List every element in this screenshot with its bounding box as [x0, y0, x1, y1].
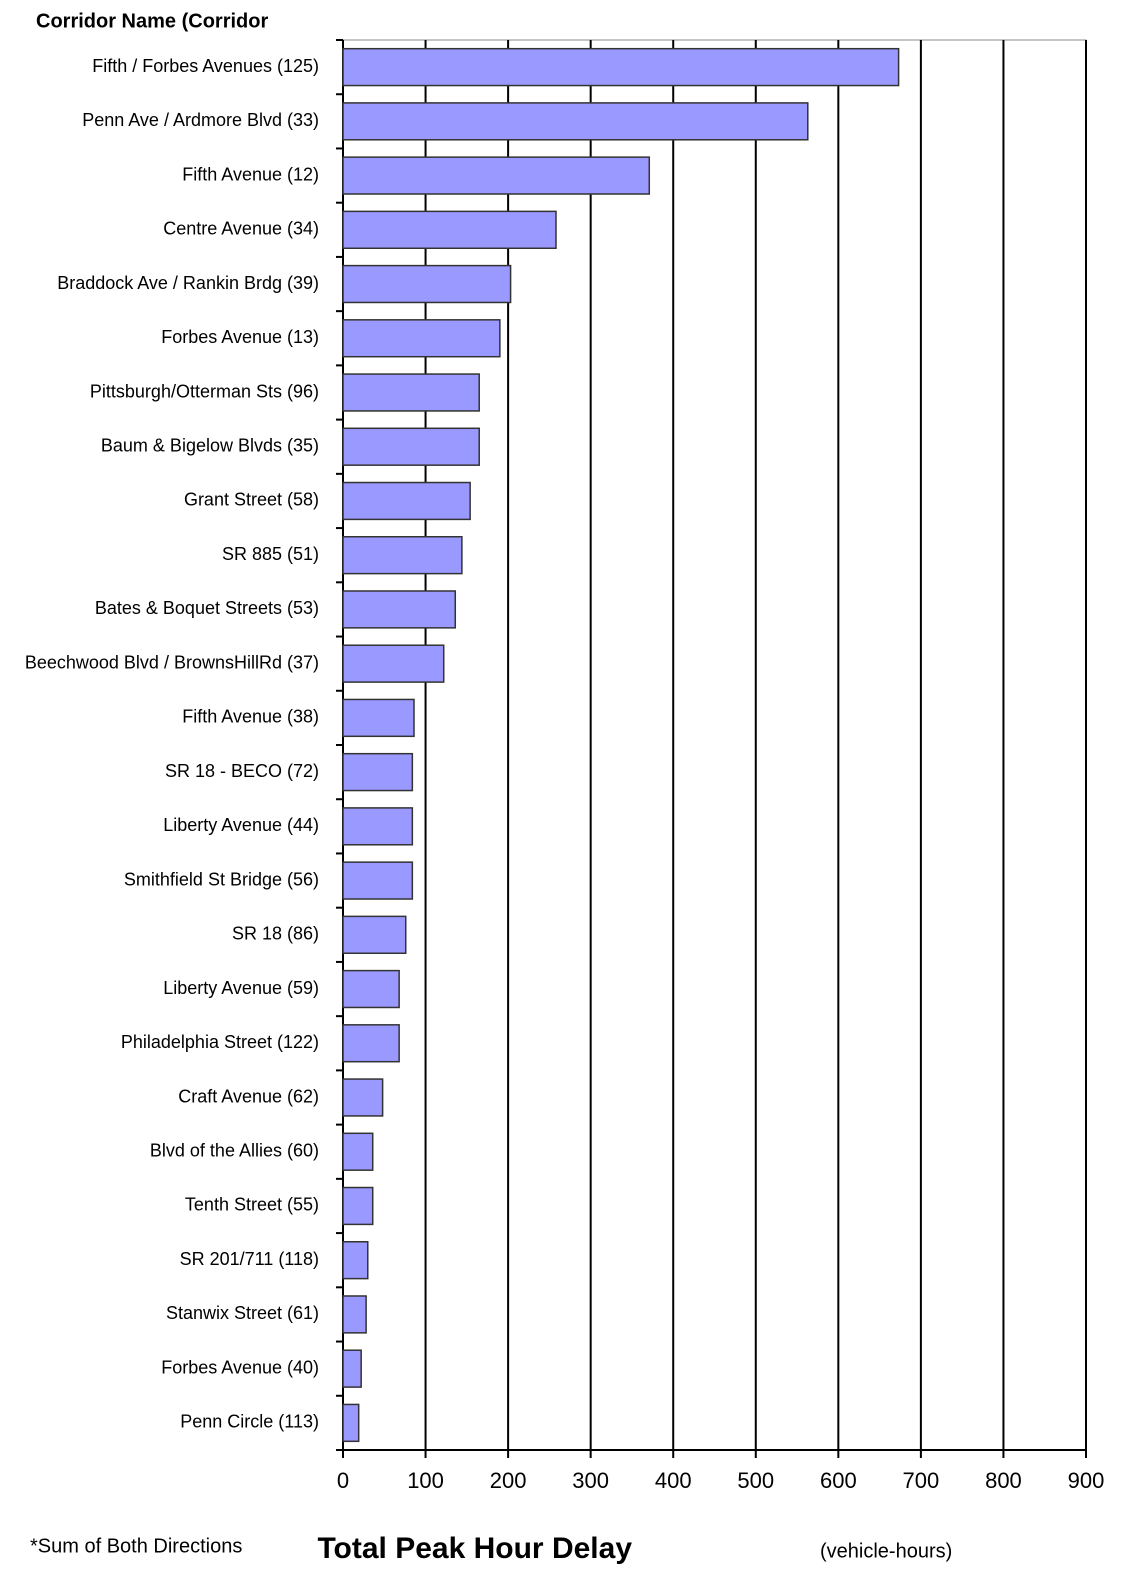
y-tick-label: Centre Avenue (34) — [163, 219, 319, 239]
y-tick-label: Beechwood Blvd / BrownsHillRd (37) — [25, 652, 319, 672]
y-tick-label: SR 201/711 (118) — [180, 1249, 319, 1269]
bar — [342, 969, 400, 1009]
bar — [342, 536, 463, 575]
bar — [342, 102, 809, 141]
bar — [342, 1132, 374, 1171]
bar — [342, 1186, 374, 1226]
bar — [342, 861, 414, 900]
x-axis-title: Total Peak Hour Delay — [317, 1532, 632, 1565]
x-tick-label: 300 — [572, 1468, 609, 1493]
bar — [342, 590, 457, 629]
bar — [342, 915, 407, 954]
bar — [342, 1403, 360, 1443]
plot-frame — [342, 39, 1087, 1451]
x-tick-label: 100 — [407, 1468, 444, 1493]
y-tick-label: Bates & Boquet Streets (53) — [95, 598, 319, 618]
y-tick-label: Forbes Avenue (40) — [161, 1357, 319, 1377]
footnote: *Sum of Both Directions — [30, 1535, 242, 1557]
y-tick-label: SR 18 (86) — [232, 924, 319, 944]
y-tick-label: Fifth Avenue (12) — [182, 164, 319, 184]
bar — [342, 698, 415, 738]
bar — [342, 1241, 369, 1280]
bar — [342, 1349, 362, 1388]
bar — [342, 210, 557, 249]
bar — [342, 1024, 400, 1063]
y-tick-label: Liberty Avenue (59) — [163, 978, 319, 998]
y-tick-label: SR 885 (51) — [222, 544, 319, 564]
y-tick-label: Penn Circle (113) — [180, 1412, 319, 1432]
y-tick-label: Blvd of the Allies (60) — [150, 1140, 319, 1160]
y-tick-label: Philadelphia Street (122) — [121, 1032, 319, 1052]
x-tick-label: 200 — [490, 1468, 527, 1493]
y-tick-label: Grant Street (58) — [184, 490, 319, 510]
y-tick-label: SR 18 - BECO (72) — [165, 761, 319, 781]
y-tick-label: Craft Avenue (62) — [178, 1086, 319, 1106]
chart-title: Corridor Name (Corridor — [36, 10, 268, 32]
bar — [342, 264, 512, 304]
y-tick-label: Braddock Ave / Rankin Brdg (39) — [57, 273, 319, 293]
bar — [342, 752, 414, 792]
y-tick-label: Forbes Avenue (13) — [161, 327, 319, 347]
bar — [342, 1295, 367, 1334]
y-tick-label: Fifth / Forbes Avenues (125) — [92, 56, 319, 76]
x-tick-label: 800 — [985, 1468, 1022, 1493]
bar — [342, 1078, 384, 1117]
bar — [342, 47, 900, 87]
y-tick-label: Pittsburgh/Otterman Sts (96) — [90, 381, 319, 401]
x-tick-label: 700 — [903, 1468, 940, 1493]
x-axis-unit: (vehicle-hours) — [820, 1540, 952, 1562]
bar — [342, 644, 445, 683]
y-tick-label: Smithfield St Bridge (56) — [124, 869, 319, 889]
bar — [342, 427, 480, 466]
y-tick-label: Tenth Street (55) — [185, 1195, 319, 1215]
x-tick-label: 600 — [820, 1468, 857, 1493]
bar — [342, 807, 414, 846]
bar — [342, 319, 501, 358]
y-tick-label: Penn Ave / Ardmore Blvd (33) — [82, 110, 319, 130]
y-tick-label: Liberty Avenue (44) — [163, 815, 319, 835]
bar — [342, 156, 651, 195]
x-tick-label: 400 — [655, 1468, 692, 1493]
x-tick-label: 900 — [1068, 1468, 1105, 1493]
x-tick-label: 500 — [737, 1468, 774, 1493]
x-tick-label: 0 — [337, 1468, 349, 1493]
y-tick-label: Baum & Bigelow Blvds (35) — [101, 435, 319, 455]
bar — [342, 481, 471, 521]
bar — [342, 373, 480, 412]
y-tick-label: Stanwix Street (61) — [166, 1303, 319, 1323]
y-tick-label: Fifth Avenue (38) — [182, 707, 319, 727]
